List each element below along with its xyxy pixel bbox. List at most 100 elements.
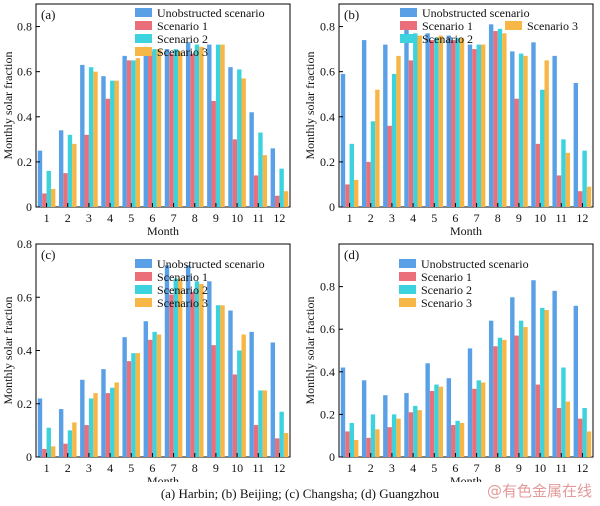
bar-4-month-10 bbox=[544, 60, 549, 207]
bar-4-month-4 bbox=[114, 382, 119, 457]
bar-2-month-6 bbox=[148, 51, 153, 208]
bar-3-month-10 bbox=[540, 307, 545, 457]
legend-label: Unobstructed scenario bbox=[421, 257, 529, 271]
bar-4-month-6 bbox=[156, 49, 162, 207]
bar-4-month-7 bbox=[480, 44, 486, 207]
bar-1-month-7 bbox=[164, 265, 170, 457]
bar-1-month-7 bbox=[467, 44, 473, 207]
bar-1-month-3 bbox=[383, 395, 388, 457]
x-tick-label: 6 bbox=[149, 211, 155, 225]
bar-3-month-5 bbox=[434, 384, 439, 457]
bar-2-month-9 bbox=[514, 98, 519, 207]
bar-4-month-9 bbox=[220, 305, 225, 457]
bar-4-month-5 bbox=[438, 386, 444, 457]
x-axis-label: Month bbox=[147, 474, 179, 482]
bar-4-month-11 bbox=[262, 155, 268, 207]
bar-2-month-5 bbox=[126, 361, 132, 457]
bar-1-month-4 bbox=[404, 28, 409, 208]
bar-2-month-9 bbox=[211, 345, 216, 457]
x-tick-label: 6 bbox=[149, 461, 155, 475]
x-tick-label: 5 bbox=[431, 461, 437, 475]
bar-2-month-10 bbox=[232, 374, 238, 457]
bar-1-month-10 bbox=[531, 42, 536, 208]
bar-3-month-11 bbox=[561, 367, 566, 457]
bar-3-month-7 bbox=[173, 49, 178, 207]
x-tick-label: 10 bbox=[231, 211, 243, 225]
chart-panel-3: 1 2 3 4 5 6 7 8 9 10 11 1200.20.40.60.8MonthMonthly… bbox=[1, 237, 291, 482]
bar-2-month-11 bbox=[556, 408, 562, 457]
bar-3-month-2 bbox=[370, 414, 376, 457]
bar-1-month-11 bbox=[249, 112, 254, 207]
x-tick-label: 7 bbox=[474, 211, 480, 225]
legend-label: Scenario 3 bbox=[527, 19, 578, 33]
legend-label: Scenario 1 bbox=[157, 19, 208, 33]
x-tick-label: 10 bbox=[534, 461, 546, 475]
legend-swatch bbox=[135, 21, 152, 30]
x-tick-label: 8 bbox=[192, 461, 198, 475]
bar-4-month-5 bbox=[135, 353, 141, 457]
bar-1-month-2 bbox=[58, 409, 64, 457]
bar-3-month-11 bbox=[561, 139, 566, 207]
legend-swatch bbox=[135, 298, 152, 307]
x-tick-label: 7 bbox=[171, 211, 177, 225]
y-tick-label: 0 bbox=[329, 200, 335, 214]
y-axis-label: Monthly solar fraction bbox=[1, 52, 15, 160]
x-tick-label: 11 bbox=[252, 211, 264, 225]
panel-label: (d) bbox=[344, 247, 359, 262]
bar-2-month-2 bbox=[63, 173, 68, 207]
x-tick-label: 2 bbox=[368, 461, 374, 475]
bar-4-month-1 bbox=[353, 439, 359, 457]
legend-swatch bbox=[399, 298, 416, 307]
bar-3-month-7 bbox=[476, 44, 481, 207]
chart-panel-1: 1 2 3 4 5 6 7 8 9 10 11 1200.20.40.60.8MonthMonthly… bbox=[1, 3, 291, 238]
bar-4-month-12 bbox=[586, 431, 592, 457]
bar-2-month-5 bbox=[429, 40, 435, 208]
bar-3-month-10 bbox=[540, 89, 545, 207]
bar-2-month-5 bbox=[126, 60, 132, 207]
legend-swatch bbox=[135, 8, 152, 17]
x-tick-label: 4 bbox=[107, 211, 113, 225]
y-tick-label: 0.6 bbox=[320, 322, 335, 336]
bar-1-month-2 bbox=[361, 40, 367, 208]
bar-2-month-9 bbox=[514, 335, 519, 457]
bar-2-month-8 bbox=[190, 53, 195, 208]
bar-4-month-2 bbox=[375, 89, 380, 207]
bar-2-month-2 bbox=[63, 443, 68, 457]
plot-frame bbox=[338, 243, 594, 458]
bar-4-month-7 bbox=[480, 382, 486, 457]
bar-2-month-2 bbox=[366, 161, 371, 207]
legend-label: Unobstructed scenario bbox=[157, 6, 265, 20]
y-tick-label: 0.4 bbox=[17, 344, 32, 358]
legend-label: Scenario 2 bbox=[422, 32, 473, 46]
bar-4-month-3 bbox=[93, 393, 98, 457]
x-tick-label: 11 bbox=[555, 461, 567, 475]
panel-label: (c) bbox=[41, 247, 55, 262]
x-tick-label: 3 bbox=[389, 211, 395, 225]
y-tick-label: 0.6 bbox=[320, 65, 335, 79]
x-tick-label: 9 bbox=[516, 211, 522, 225]
bar-2-month-10 bbox=[535, 384, 541, 457]
x-tick-label: 11 bbox=[555, 211, 567, 225]
bar-1-month-5 bbox=[122, 55, 127, 207]
bar-2-month-1 bbox=[42, 193, 47, 207]
bar-1-month-9 bbox=[207, 281, 212, 457]
x-tick-label: 6 bbox=[452, 461, 458, 475]
bar-3-month-2 bbox=[370, 121, 376, 207]
bar-3-month-4 bbox=[110, 387, 115, 457]
bar-1-month-3 bbox=[80, 64, 85, 208]
chart-panel-2: 1 2 3 4 5 6 7 8 9 10 11 1200.20.40.60.8MonthMonthly… bbox=[303, 3, 594, 238]
bar-3-month-4 bbox=[413, 405, 418, 457]
bar-1-month-12 bbox=[573, 82, 579, 207]
y-tick-label: 0.8 bbox=[320, 20, 335, 34]
x-tick-label: 8 bbox=[495, 211, 501, 225]
bar-2-month-9 bbox=[211, 100, 216, 207]
bar-3-month-5 bbox=[434, 37, 439, 207]
bar-3-month-8 bbox=[194, 281, 200, 457]
legend-label: Scenario 1 bbox=[157, 270, 208, 284]
bar-2-month-11 bbox=[253, 425, 259, 457]
bar-3-month-12 bbox=[582, 408, 587, 457]
x-tick-label: 10 bbox=[534, 211, 546, 225]
x-tick-label: 9 bbox=[213, 211, 219, 225]
